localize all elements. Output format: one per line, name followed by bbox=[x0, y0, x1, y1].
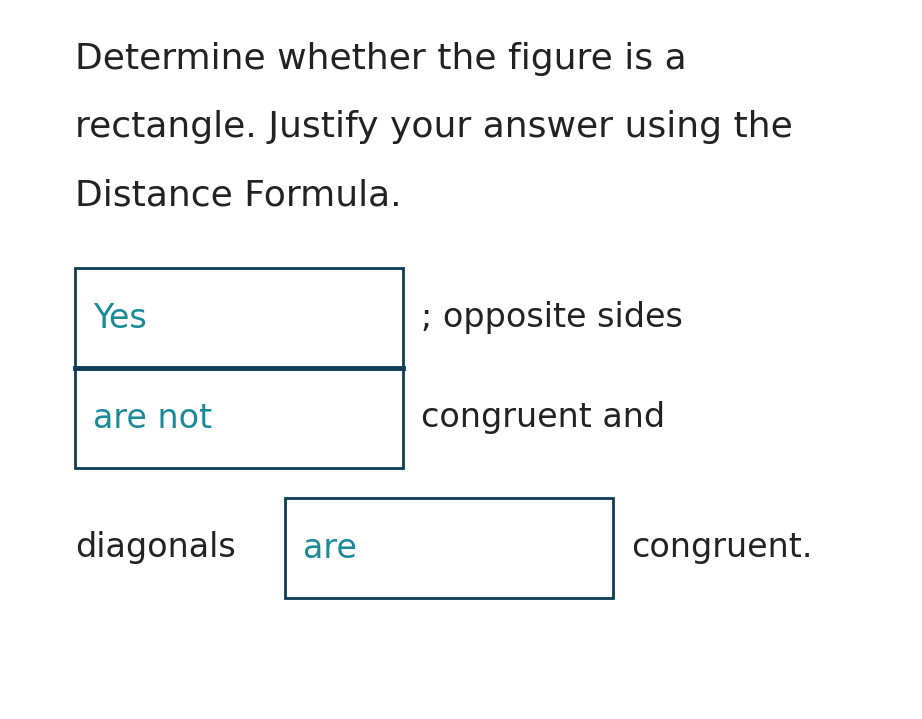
Bar bbox=[75, 268, 403, 368]
Text: diagonals: diagonals bbox=[75, 531, 236, 564]
Text: are: are bbox=[303, 531, 357, 564]
Text: ; opposite sides: ; opposite sides bbox=[421, 301, 683, 334]
Bar bbox=[75, 368, 403, 468]
Text: congruent and: congruent and bbox=[421, 401, 665, 434]
Bar bbox=[285, 498, 613, 598]
Text: rectangle. Justify your answer using the: rectangle. Justify your answer using the bbox=[75, 110, 793, 144]
Text: are not: are not bbox=[93, 401, 212, 434]
Text: Distance Formula.: Distance Formula. bbox=[75, 178, 402, 212]
Text: Determine whether the figure is a: Determine whether the figure is a bbox=[75, 42, 687, 76]
Text: Yes: Yes bbox=[93, 301, 147, 334]
Text: congruent.: congruent. bbox=[631, 531, 812, 564]
